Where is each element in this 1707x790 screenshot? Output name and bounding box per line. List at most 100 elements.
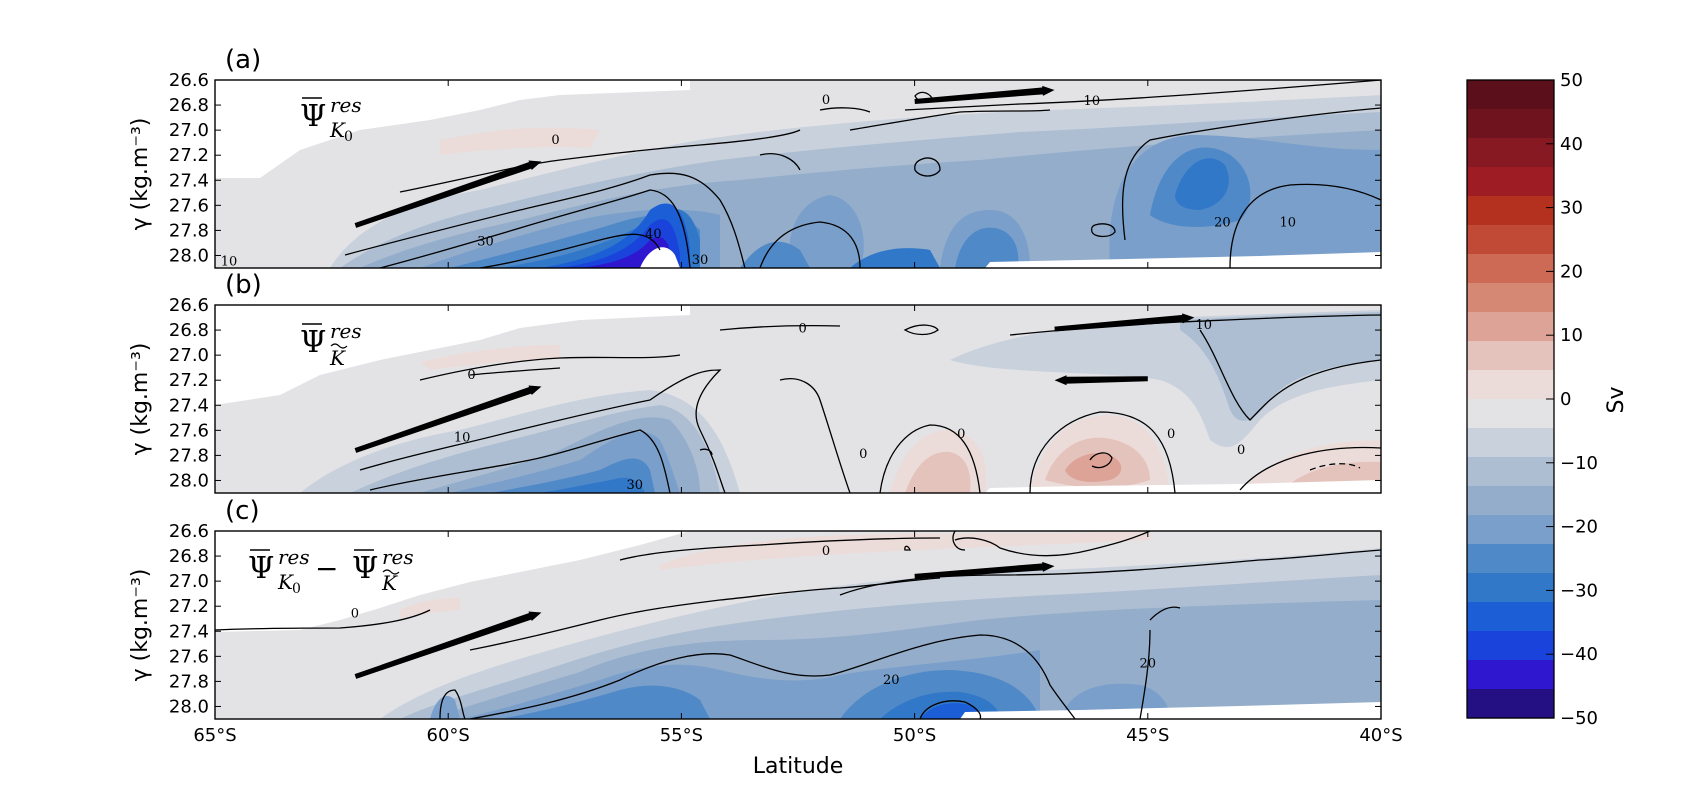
y-tick-label: 27.2 (169, 596, 209, 617)
colorbar: 50 40 30 20 10 0 −10 −20 −30 −40 −50 Sv (1466, 70, 1629, 729)
panel-a-equation: Ψ res K 0 (300, 93, 362, 145)
contour-label: 10 (1195, 318, 1212, 333)
contour-label: 0 (1167, 427, 1175, 442)
flow-arrow (354, 611, 542, 679)
colorbar-tick-label: −30 (1560, 580, 1598, 601)
y-tick-label: 27.2 (169, 370, 209, 391)
colorbar-tick-label: 20 (1560, 261, 1583, 282)
contour-label: 0 (799, 322, 807, 337)
panel-a: 0 0 10 30 40 30 20 10 10 (a) Ψ res K 0 (214, 45, 1382, 269)
colorbar-band (1467, 196, 1554, 226)
panel-b-field: 0 0 10 10 0 0 0 0 30 (215, 305, 1381, 493)
svg-text:Ψ: Ψ (352, 551, 378, 586)
x-tick-label: 45°S (1126, 725, 1169, 746)
colorbar-band (1467, 457, 1554, 487)
panel-a-field: 0 0 10 30 40 30 20 10 10 (215, 80, 1381, 269)
colorbar-band (1467, 341, 1554, 371)
y-tick-label: 27.6 (169, 646, 209, 667)
contour-label: 10 (221, 254, 238, 269)
colorbar-bands (1467, 80, 1554, 719)
y-tick-label: 26.8 (169, 546, 209, 567)
panel-c-frame (214, 530, 1382, 720)
contour-label: 0 (859, 447, 867, 462)
svg-text:K: K (381, 571, 398, 595)
svg-text:−: − (315, 552, 338, 585)
flow-arrow (1054, 313, 1195, 332)
y-tick-label: 27.6 (169, 420, 209, 441)
contour-label: 40 (645, 227, 662, 242)
contour-label: 30 (477, 234, 494, 249)
x-tick-label: 40°S (1359, 725, 1402, 746)
colorbar-label: Sv (1604, 387, 1629, 414)
contour-label: 20 (1140, 657, 1157, 672)
colorbar-band (1467, 138, 1554, 168)
colorbar-band (1467, 370, 1554, 400)
panel-b-arrows (354, 313, 1195, 453)
x-tick-label: 50°S (893, 725, 936, 746)
colorbar-band (1467, 544, 1554, 574)
y-tick-label: 27.0 (169, 345, 209, 366)
axis-ticks: 26.6 26.8 27.0 27.2 27.4 27.6 27.8 28.0 26.6 26.8… (169, 70, 1403, 746)
colorbar-tick-label: −20 (1560, 517, 1598, 538)
y-tick-label: 27.8 (169, 220, 209, 241)
y-tick-label: 26.8 (169, 95, 209, 116)
colorbar-tick-label: −50 (1560, 708, 1598, 729)
contour-label: 20 (1214, 216, 1231, 231)
colorbar-tick-label: 10 (1560, 325, 1583, 346)
y-tick-label: 28.0 (169, 470, 209, 491)
flow-arrow (1054, 375, 1148, 386)
contour-label: 10 (1279, 216, 1296, 231)
contour-label: 0 (1237, 443, 1245, 458)
colorbar-band (1467, 283, 1554, 313)
contour-label: 10 (1084, 94, 1101, 109)
y-tick-label: 27.8 (169, 671, 209, 692)
panel-c: 0 0 20 20 (c) Ψ res K 0 − Ψ res K (214, 496, 1382, 720)
contour-label: 0 (822, 544, 830, 559)
panel-b-label: (b) (225, 270, 262, 300)
svg-text:0: 0 (292, 581, 301, 597)
contour-label: 30 (692, 253, 709, 268)
colorbar-band (1467, 312, 1554, 342)
y-tick-label: 27.0 (169, 120, 209, 141)
panel-a-arrows (354, 85, 1055, 228)
colorbar-tick-label: 30 (1560, 198, 1583, 219)
panel-c-label: (c) (225, 496, 260, 526)
svg-text:K: K (277, 570, 294, 594)
colorbar-band (1467, 254, 1554, 284)
svg-text:0: 0 (344, 129, 353, 145)
colorbar-band (1467, 167, 1554, 197)
y-tick-label: 28.0 (169, 245, 209, 266)
colorbar-tick-label: −40 (1560, 644, 1598, 665)
x-tick-label: 65°S (193, 725, 236, 746)
contour-label: 0 (551, 133, 559, 148)
colorbar-band (1467, 109, 1554, 139)
colorbar-band (1467, 602, 1554, 632)
y-tick-label: 26.8 (169, 320, 209, 341)
svg-text:Ψ: Ψ (300, 99, 326, 134)
panel-b: 0 0 10 10 0 0 0 0 30 (b) Ψ res K (214, 270, 1382, 494)
colorbar-tick-label: 40 (1560, 134, 1583, 155)
contour-label: 10 (454, 431, 471, 446)
x-tick-label: 55°S (660, 725, 703, 746)
panel-a-frame (214, 79, 1382, 269)
y-tick-label: 27.4 (169, 170, 209, 191)
y-tick-label: 27.4 (169, 621, 209, 642)
colorbar-band (1467, 631, 1554, 661)
x-axis-label: Latitude (753, 754, 844, 779)
contour-label: 20 (883, 673, 900, 688)
colorbar-band (1467, 399, 1554, 429)
colorbar-band (1467, 225, 1554, 255)
y-tick-label: 27.4 (169, 395, 209, 416)
y-tick-label: 26.6 (169, 295, 209, 316)
colorbar-band (1467, 689, 1554, 719)
contour-label: 0 (467, 368, 475, 383)
y-tick-label: 26.6 (169, 521, 209, 542)
contour-label: 0 (351, 606, 359, 621)
y-tick-label: 27.6 (169, 195, 209, 216)
colorbar-tick-label: −10 (1560, 453, 1598, 474)
svg-text:res: res (330, 93, 362, 117)
y-axis-labels: γ (kg.m⁻³) γ (kg.m⁻³) γ (kg.m⁻³) (128, 118, 153, 682)
colorbar-tick-label: 50 (1560, 70, 1583, 91)
panel-c-field: 0 0 20 20 (215, 531, 1381, 719)
